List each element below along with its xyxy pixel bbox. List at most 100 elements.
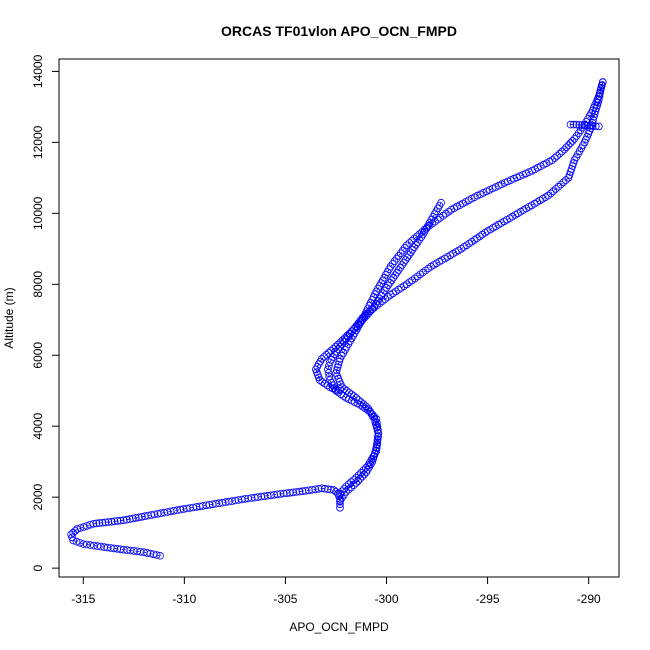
- data-point: [327, 346, 335, 355]
- data-point: [324, 365, 332, 374]
- data-point: [95, 519, 104, 527]
- data-point: [421, 266, 430, 275]
- x-tick-label: -290: [577, 592, 601, 606]
- data-point: [388, 260, 397, 268]
- data-point: [289, 488, 297, 497]
- data-point: [396, 249, 405, 258]
- data-point: [104, 518, 113, 526]
- data-point: [372, 423, 381, 432]
- data-point: [373, 436, 382, 445]
- data-point: [119, 516, 128, 524]
- data-point: [462, 241, 471, 250]
- data-point: [89, 519, 98, 528]
- data-point: [406, 248, 415, 257]
- y-tick-label: 14000: [31, 54, 45, 88]
- data-point: [295, 487, 304, 496]
- data-point: [334, 360, 343, 369]
- data-point: [358, 316, 367, 325]
- data-point: [364, 309, 373, 318]
- data-point: [390, 257, 399, 266]
- data-point: [69, 528, 77, 537]
- data-point: [354, 477, 363, 485]
- data-point: [371, 446, 380, 455]
- data-point: [405, 278, 414, 287]
- data-point: [569, 120, 578, 129]
- data-point: [444, 208, 453, 216]
- data-point: [371, 418, 380, 426]
- data-point: [68, 533, 76, 542]
- data-point: [286, 488, 294, 497]
- data-point: [334, 386, 342, 395]
- data-point: [374, 429, 383, 438]
- data-point: [359, 400, 368, 409]
- series-layer: [67, 78, 607, 560]
- y-axis: 0 2000 4000 6000 8000 10000 12000 14000: [31, 54, 59, 571]
- data-point: [336, 354, 344, 363]
- data-point: [331, 342, 340, 351]
- data-point: [580, 121, 589, 130]
- data-point: [408, 246, 417, 254]
- data-point: [575, 121, 583, 129]
- data-point: [379, 289, 387, 298]
- data-point: [318, 378, 327, 386]
- data-series: [67, 484, 344, 560]
- data-point: [412, 241, 420, 249]
- data-point: [562, 143, 571, 152]
- data-point: [372, 443, 381, 452]
- data-point: [475, 232, 484, 241]
- data-point: [72, 537, 81, 546]
- data-point: [557, 180, 565, 189]
- data-point: [320, 352, 328, 361]
- data-point: [360, 470, 369, 479]
- data-point: [336, 338, 345, 347]
- data-point: [393, 268, 401, 277]
- data-point: [336, 496, 344, 505]
- data-point: [583, 121, 592, 130]
- plot-frame: [58, 58, 620, 578]
- data-point: [405, 251, 413, 259]
- data-series: [324, 78, 607, 498]
- data-point: [352, 393, 361, 402]
- data-point: [324, 348, 333, 357]
- x-tick-label: -310: [172, 592, 196, 606]
- data-point: [387, 276, 396, 285]
- data-point: [352, 323, 361, 331]
- data-point: [324, 485, 332, 494]
- data-point: [333, 363, 342, 372]
- data-point: [392, 254, 401, 263]
- data-point: [394, 252, 403, 260]
- data-point: [356, 474, 365, 483]
- data-point: [410, 274, 419, 283]
- data-point: [354, 471, 363, 480]
- y-tick-label: 12000: [31, 125, 45, 159]
- data-point: [394, 266, 403, 274]
- data-point: [336, 495, 344, 503]
- data-point: [407, 237, 416, 245]
- data-point: [360, 314, 369, 322]
- data-point: [132, 514, 140, 522]
- data-point: [332, 366, 341, 375]
- data-point: [558, 147, 566, 156]
- data-point: [588, 122, 597, 130]
- data-point: [413, 272, 422, 281]
- data-point: [129, 514, 137, 523]
- data-point: [551, 185, 560, 193]
- data-point: [398, 246, 407, 255]
- x-axis-label: APO_OCN_FMPD: [289, 620, 389, 634]
- data-point: [356, 318, 365, 327]
- data-point: [410, 243, 419, 252]
- data-point: [110, 517, 119, 526]
- data-point: [93, 542, 102, 550]
- data-point: [549, 187, 558, 196]
- data-series: [332, 78, 607, 505]
- data-point: [568, 137, 577, 145]
- data-point: [591, 122, 600, 130]
- data-point: [415, 235, 424, 244]
- data-series: [566, 120, 603, 131]
- data-point: [566, 120, 575, 129]
- data-point: [322, 350, 331, 359]
- data-point: [336, 385, 344, 393]
- data-point: [135, 513, 143, 522]
- series-line: [327, 81, 604, 494]
